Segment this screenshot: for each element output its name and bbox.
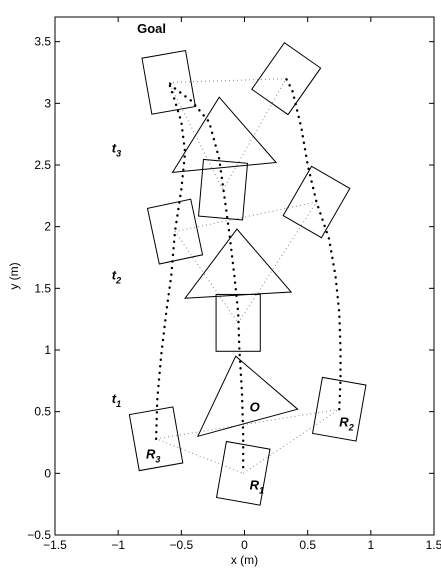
x-tick-label: −1.5 [43,538,67,552]
robot-trajectory [154,81,187,440]
formation-triangle [167,78,288,191]
obstacle-triangle [184,228,293,299]
annotation-r2: R2 [339,415,353,433]
y-tick-label: 0.5 [34,405,51,419]
annotation-t2: t2 [112,268,121,286]
ticks-layer: −1.5 −1 −0.5 0 0.5 1 1.5 −0.5 0 0.5 1 1.5 2 2.5 3 3.5 [27,17,441,552]
robot-footprint [282,165,351,239]
obstacle-triangle [171,96,278,173]
formation-triangle [154,408,340,474]
robot-footprint [197,158,249,221]
formation-overlays [154,78,340,474]
annotation-r1: R1 [250,477,264,495]
x-tick-label: 1 [367,538,374,552]
x-tick-label: 0.5 [299,538,316,552]
y-tick-label: 2.5 [34,158,51,172]
obstacle-triangle [196,355,299,438]
annotation-goal: Goal [137,21,166,36]
x-tick-label: 0 [241,538,248,552]
y-axis-title: y (m) [7,262,21,289]
x-axis-title: x (m) [231,553,258,567]
y-tick-label: 0 [44,466,51,480]
x-tick-label: 1.5 [426,538,441,552]
annotation-r3: R3 [146,447,160,465]
robot-trajectory [285,77,342,411]
y-tick-label: 2 [44,220,51,234]
annotation-t1: t1 [112,391,121,409]
x-tick-label: −0.5 [169,538,193,552]
formation-triangle [174,201,318,324]
robot-footprint [128,406,184,472]
robot-footprint [141,49,196,115]
annotation-t3: t3 [112,141,121,159]
annotations-layer: Goal t3 t2 t1 O R1 R2 R3 [112,21,354,495]
robot-footprint [251,42,322,116]
robot-footprint [215,440,271,506]
trajectory-series-layer [154,77,342,469]
robot-footprint [215,293,261,352]
y-tick-label: 3.5 [34,35,51,49]
robot-footprint [311,376,367,442]
robot-footprint [146,198,204,265]
y-tick-label: 3 [44,96,51,110]
y-tick-label: 1.5 [34,281,51,295]
y-tick-label: −0.5 [27,528,51,542]
shapes-layer [128,42,367,506]
annotation-obstacle: O [250,400,260,415]
robot-trajectory [167,81,245,469]
y-tick-label: 1 [44,343,51,357]
x-tick-label: −1 [111,538,125,552]
